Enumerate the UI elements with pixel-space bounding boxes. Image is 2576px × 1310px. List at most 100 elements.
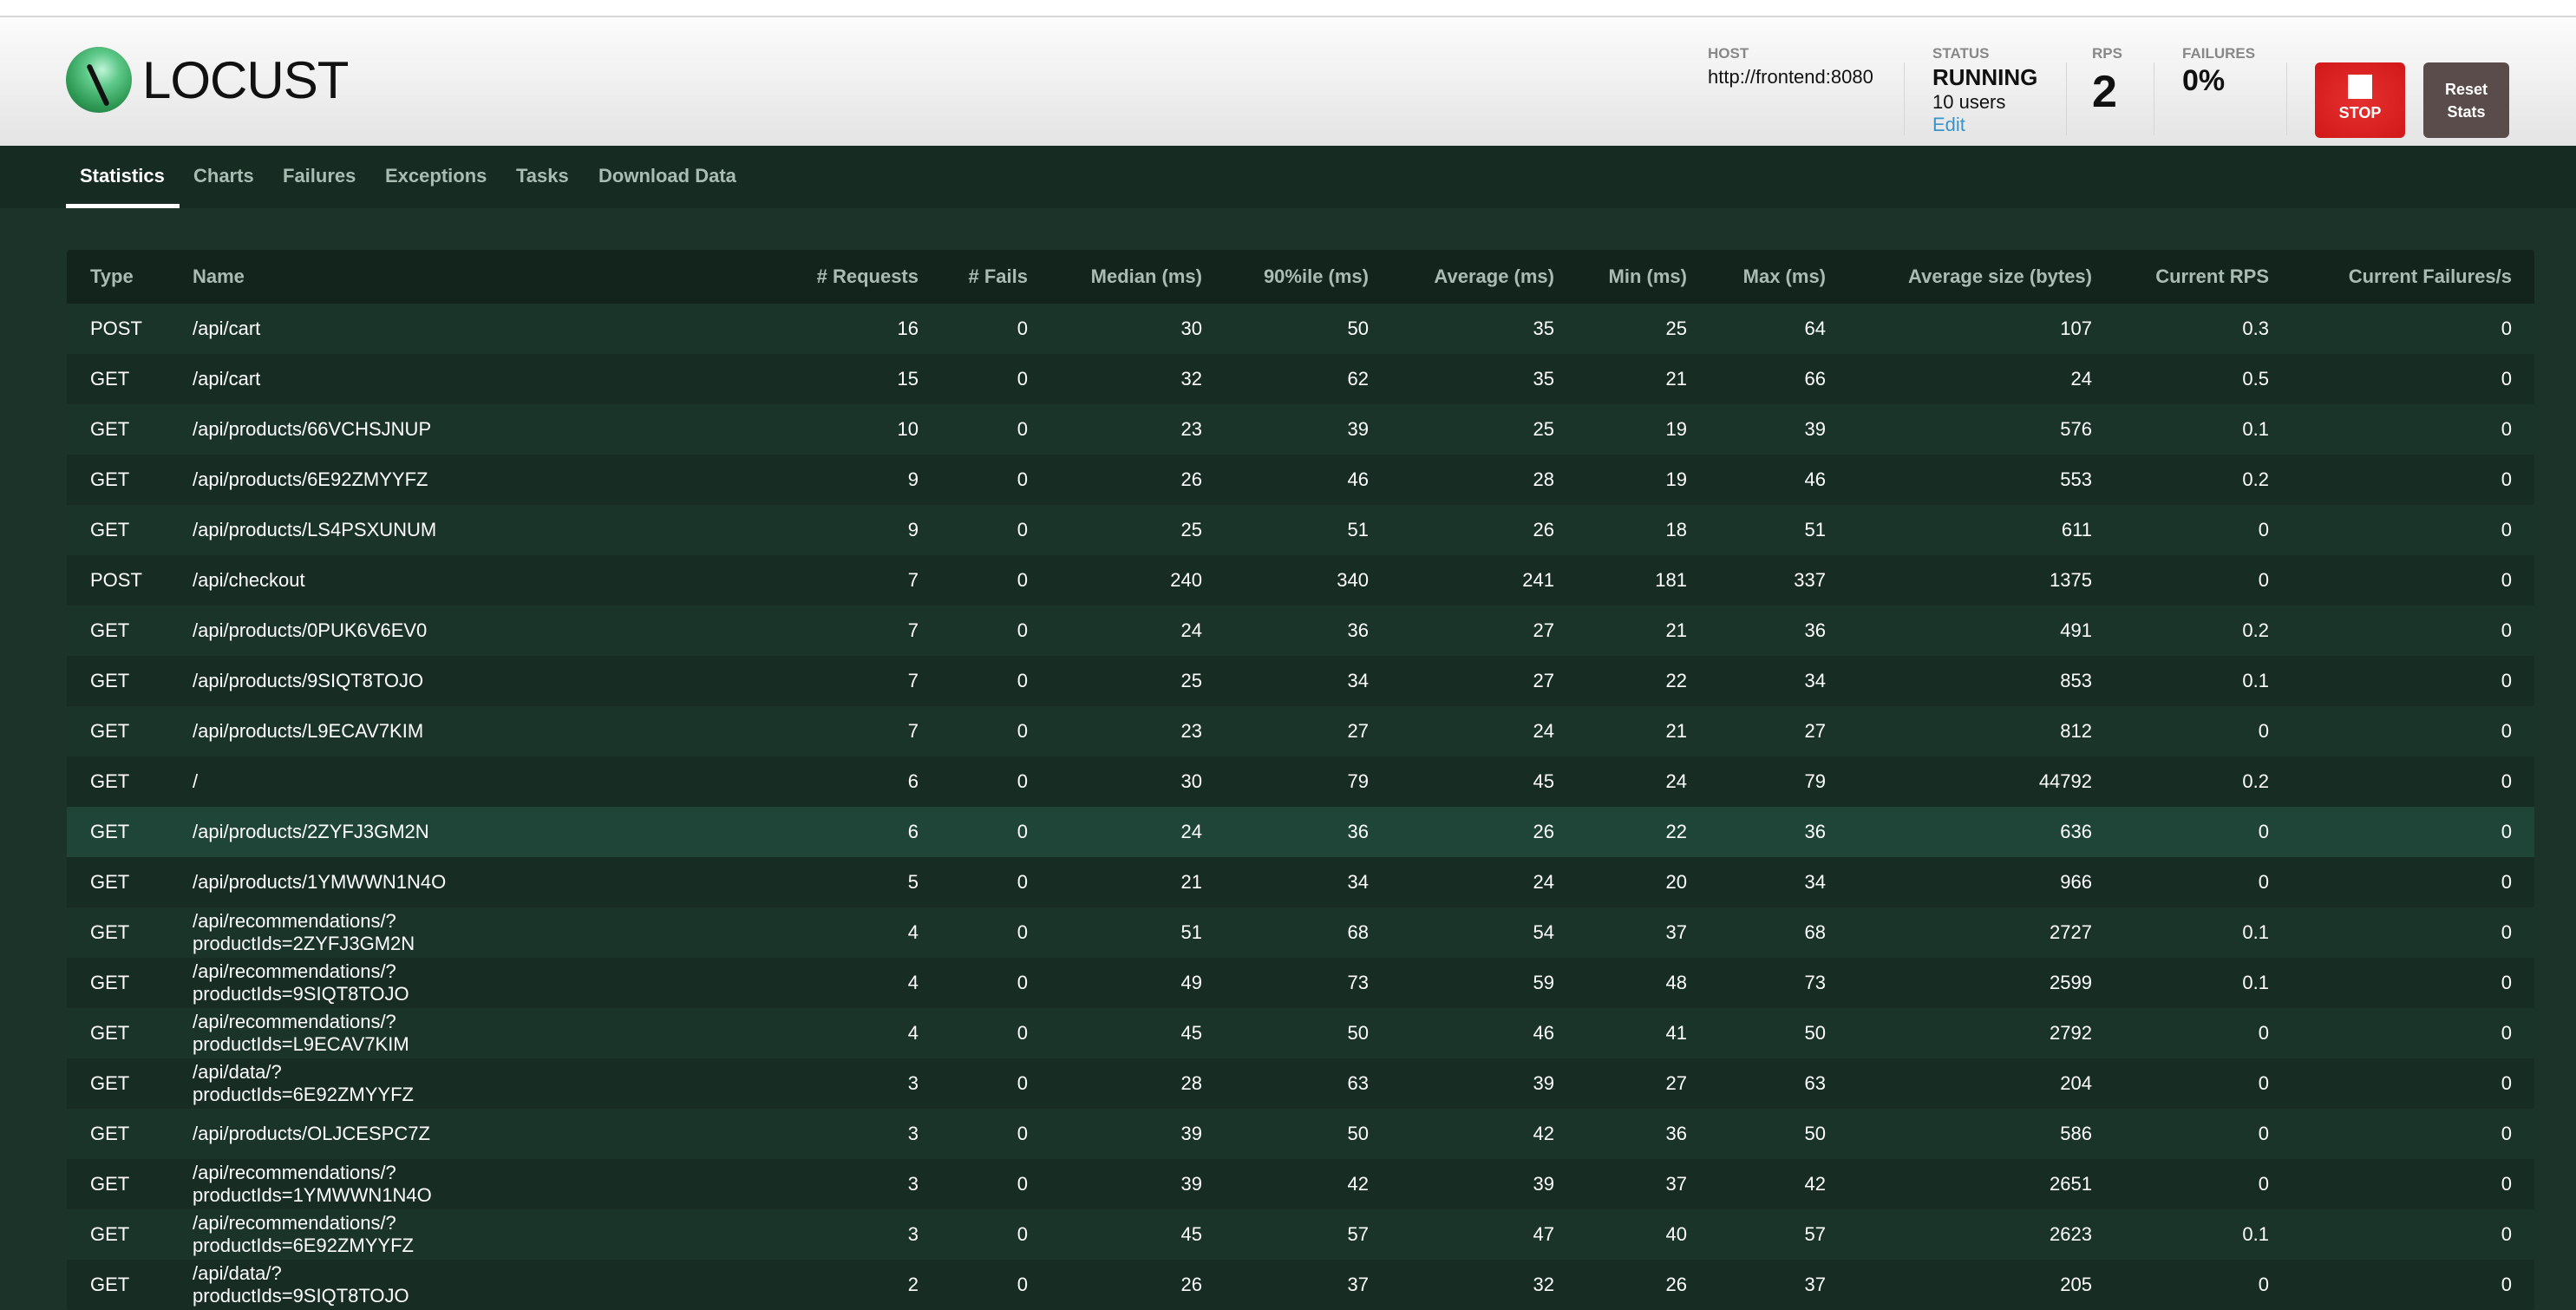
- cell-min: 20: [1665, 871, 1687, 893]
- table-row[interactable]: GET/api/products/1YMWWN1N4O 5 0 21 34 24 20 34 9…: [67, 857, 2534, 907]
- cell-name: /api/cart: [193, 318, 261, 339]
- cell-average: 35: [1533, 368, 1554, 390]
- table-row[interactable]: GET/api/products/9SIQT8TOJO 7 0 25 34 27 22 34 8…: [67, 656, 2534, 706]
- spacer: [2512, 656, 2534, 706]
- tab-exceptions[interactable]: Exceptions: [385, 165, 487, 187]
- column-header-min[interactable]: Min (ms): [1608, 265, 1687, 287]
- column-header-current-rps[interactable]: Current RPS: [2155, 265, 2269, 287]
- column-header-name[interactable]: Name: [193, 265, 245, 287]
- column-header-average[interactable]: Average (ms): [1434, 265, 1554, 287]
- cell-average: 25: [1533, 418, 1554, 440]
- tab-statistics[interactable]: Statistics: [80, 165, 165, 187]
- spacer: [67, 1109, 90, 1159]
- cell-p90: 79: [1347, 770, 1369, 792]
- table-row[interactable]: GET/api/data/?productIds=6E92ZMYYFZ 3 0 28 6…: [67, 1058, 2534, 1109]
- column-header-p90[interactable]: 90%ile (ms): [1263, 265, 1369, 287]
- cell-current-rps: 0: [2258, 1022, 2269, 1044]
- cell-type: GET: [90, 1022, 130, 1044]
- edit-link[interactable]: Edit: [1932, 114, 1965, 135]
- cell-type: GET: [90, 468, 130, 490]
- cell-max: 36: [1804, 619, 1826, 641]
- table-row[interactable]: POST/api/cart 16 0 30 50 35 25 64 107 0.3 0: [67, 304, 2534, 354]
- tab-charts[interactable]: Charts: [193, 165, 254, 187]
- column-header-type[interactable]: Type: [90, 265, 134, 287]
- cell-p90: 39: [1347, 418, 1369, 440]
- cell-median: 45: [1180, 1022, 1202, 1044]
- spacer: [67, 455, 90, 505]
- tab-download-data[interactable]: Download Data: [598, 165, 736, 187]
- cell-p90: 46: [1347, 468, 1369, 490]
- cell-p90: 73: [1347, 972, 1369, 993]
- column-header-current-failures[interactable]: Current Failures/s: [2348, 265, 2512, 287]
- cell-avg-size: 966: [2060, 871, 2092, 893]
- cell-max: 50: [1804, 1022, 1826, 1044]
- status-value: RUNNING: [1932, 64, 2038, 90]
- cell-type: GET: [90, 921, 130, 943]
- spacer: [67, 1058, 90, 1109]
- cell-requests: 4: [907, 972, 919, 993]
- table-row[interactable]: GET/api/products/OLJCESPC7Z 3 0 39 50 42 36 50 5…: [67, 1109, 2534, 1159]
- cell-name: /api/cart: [193, 368, 261, 390]
- table-row[interactable]: GET/api/cart 15 0 32 62 35 21 66 24 0.5 0: [67, 354, 2534, 404]
- spacer: [67, 555, 90, 606]
- table-row[interactable]: GET/api/recommendations/?productIds=1YMW…: [67, 1159, 2534, 1209]
- table-row[interactable]: GET/api/products/2ZYFJ3GM2N 6 0 24 36 26 22 36 6…: [67, 807, 2534, 857]
- cell-max: 73: [1804, 972, 1826, 993]
- stop-button[interactable]: STOP: [2315, 62, 2405, 138]
- cell-min: 21: [1665, 368, 1687, 390]
- spacer: [67, 1159, 90, 1209]
- spacer: [2512, 757, 2534, 807]
- cell-p90: 34: [1347, 871, 1369, 893]
- column-header-fails[interactable]: # Fails: [968, 265, 1028, 287]
- cell-median: 23: [1180, 720, 1202, 742]
- cell-median: 30: [1180, 318, 1202, 339]
- cell-type: GET: [90, 770, 130, 792]
- spacer: [2512, 1008, 2534, 1058]
- cell-fails: 0: [1017, 1173, 1028, 1195]
- cell-average: 39: [1533, 1173, 1554, 1195]
- table-row[interactable]: GET/api/products/66VCHSJNUP 10 0 23 39 25 19 39…: [67, 404, 2534, 455]
- table-row[interactable]: GET / 6 0 30 79 45 24 79 44792 0.2 0: [67, 757, 2534, 807]
- cell-median: 23: [1180, 418, 1202, 440]
- column-header-max[interactable]: Max (ms): [1742, 265, 1826, 287]
- cell-median: 39: [1180, 1123, 1202, 1144]
- spacer: [67, 807, 90, 857]
- table-row[interactable]: GET/api/products/LS4PSXUNUM 9 0 25 51 26 18 51 6…: [67, 505, 2534, 555]
- rps-stat: RPS 2: [2092, 45, 2122, 115]
- tab-failures[interactable]: Failures: [283, 165, 356, 187]
- table-row[interactable]: GET/api/recommendations/?productIds=9SIQ…: [67, 958, 2534, 1008]
- table-row[interactable]: GET/api/data/?productIds=9SIQT8TOJO 2 0 26 3…: [67, 1260, 2534, 1310]
- table-row[interactable]: GET/api/products/0PUK6V6EV0 7 0 24 36 27 21 36 4…: [67, 606, 2534, 656]
- column-header-avg-size[interactable]: Average size (bytes): [1908, 265, 2092, 287]
- cell-name: /api/products/9SIQT8TOJO: [193, 670, 424, 691]
- cell-name: /api/products/66VCHSJNUP: [193, 418, 432, 440]
- table-row[interactable]: GET/api/recommendations/?productIds=L9EC…: [67, 1008, 2534, 1058]
- tab-tasks[interactable]: Tasks: [516, 165, 569, 187]
- cell-max: 36: [1804, 821, 1826, 842]
- reset-stats-button[interactable]: Reset Stats: [2423, 62, 2509, 138]
- cell-median: 26: [1180, 1274, 1202, 1295]
- header: LOCUST HOST http://frontend:8080 STATUS …: [0, 17, 2576, 146]
- table-row[interactable]: POST/api/checkout 7 0 240 340 241 181 337 1375 0 0: [67, 555, 2534, 606]
- cell-median: 25: [1180, 670, 1202, 691]
- cell-name: /api/data/?productIds=6E92ZMYYFZ: [193, 1061, 414, 1105]
- column-header-requests[interactable]: # Requests: [816, 265, 919, 287]
- status-stat: STATUS RUNNING 10 users Edit: [1932, 45, 2037, 136]
- cell-p90: 37: [1347, 1274, 1369, 1295]
- cell-current-failures: 0: [2501, 1022, 2512, 1044]
- cell-median: 49: [1180, 972, 1202, 993]
- cell-current-rps: 0: [2258, 519, 2269, 540]
- table-row[interactable]: GET/api/products/6E92ZMYYFZ 9 0 26 46 28 19 46 5…: [67, 455, 2534, 505]
- table-row[interactable]: GET/api/recommendations/?productIds=2ZYF…: [67, 907, 2534, 958]
- host-stat: HOST http://frontend:8080: [1708, 45, 1873, 88]
- cell-type: GET: [90, 368, 130, 390]
- spacer: [67, 706, 90, 757]
- cell-median: 51: [1180, 921, 1202, 943]
- column-header-median[interactable]: Median (ms): [1090, 265, 1202, 287]
- spacer: [2512, 505, 2534, 555]
- table-row[interactable]: GET/api/recommendations/?productIds=6E92…: [67, 1209, 2534, 1260]
- cell-max: 50: [1804, 1123, 1826, 1144]
- table-row[interactable]: GET/api/products/L9ECAV7KIM 7 0 23 27 24 21 27 8…: [67, 706, 2534, 757]
- locust-logo[interactable]: LOCUST: [66, 47, 349, 113]
- cell-fails: 0: [1017, 1123, 1028, 1144]
